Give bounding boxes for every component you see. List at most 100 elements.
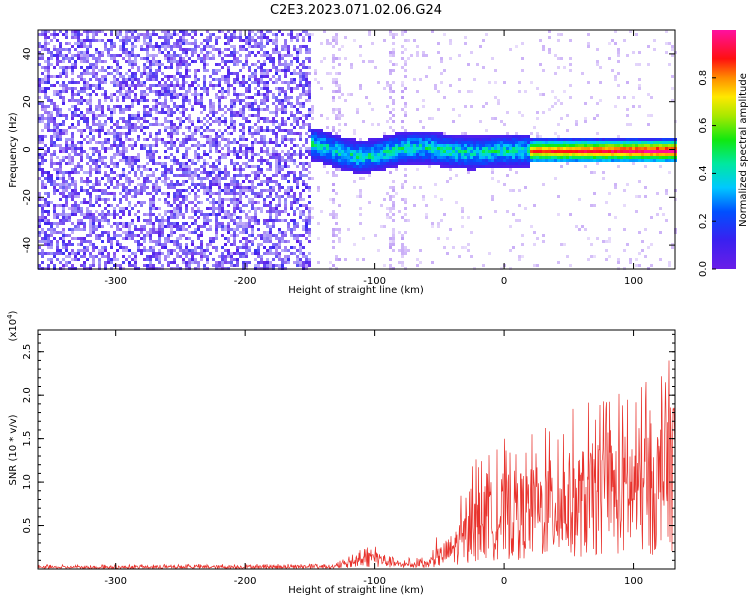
spectrogram-cell [62,90,65,93]
spectrogram-cell [434,144,437,147]
spectrogram-cell [245,228,248,231]
spectrogram-cell [404,198,407,201]
spectrogram-cell [164,162,167,165]
spectrogram-cell [110,81,113,84]
spectrogram-cell [266,39,269,42]
spectrogram-cell [224,33,227,36]
spectrogram-cell [80,117,83,120]
spectrogram-cell [197,183,200,186]
spectrogram-cell [446,144,449,147]
spectrogram-cell [266,183,269,186]
spectrogram-cell [197,189,200,192]
spectrogram-cell [65,186,68,189]
spectrogram-cell [257,159,260,162]
spectrogram-cell [179,54,182,57]
spectrogram-cell [50,183,53,186]
spectrogram-cell [113,81,116,84]
spectrogram-cell [41,45,44,48]
spectrogram-cell [236,78,239,81]
spectrogram-cell [38,234,41,237]
spectrogram-cell [266,150,269,153]
spectrogram-cell [278,171,281,174]
spectrogram-cell [44,204,47,207]
spectrogram-cell [140,186,143,189]
spectrogram-cell [392,249,395,252]
spectrogram-cell [80,222,83,225]
spectrogram-cell [44,231,47,234]
spectrogram-cell [392,189,395,192]
spectrogram-cell [320,87,323,90]
spectrogram-cell [38,90,41,93]
spectrogram-cell [296,54,299,57]
spectrogram-cell [254,216,257,219]
spectrogram-cell [41,249,44,252]
spectrogram-cell [236,150,239,153]
spectrogram-cell [206,207,209,210]
spectrogram-cell [392,195,395,198]
spectrogram-cell [179,201,182,204]
spectrogram-cell [149,264,152,267]
spectrogram-cell [83,120,86,123]
spectrogram-cell [245,237,248,240]
spectrogram-cell [413,204,416,207]
spectrogram-cell [44,219,47,222]
spectrogram-cell [182,99,185,102]
spectrogram-cell [200,225,203,228]
spectrogram-cell [68,243,71,246]
spectrogram-cell [197,144,200,147]
spectrogram-cell [74,30,77,33]
spectrogram-cell [299,69,302,72]
spectrogram-cell [80,90,83,93]
spectrogram-cell [425,132,428,135]
spectrogram-cell [152,162,155,165]
spectrogram-cell [239,192,242,195]
spectrogram-cell [275,162,278,165]
spectrogram-cell [290,159,293,162]
spectrogram-cell [389,156,392,159]
spectrogram-cell [149,207,152,210]
spectrogram-cell [80,177,83,180]
spectrogram-cell [302,219,305,222]
spectrogram-cell [431,144,434,147]
spectrogram-cell [272,60,275,63]
spectrogram-cell [89,63,92,66]
spectrogram-cell [194,186,197,189]
spectrogram-cell [248,45,251,48]
spectrogram-cell [260,39,263,42]
spectrogram-cell [179,234,182,237]
spectrogram-cell [95,165,98,168]
spectrogram-cell [368,168,371,171]
spectrogram-cell [74,114,77,117]
spectrogram-cell [140,129,143,132]
spectrogram-cell [248,132,251,135]
spectrogram-cell [275,243,278,246]
spectrogram-cell [257,111,260,114]
spectrogram-cell [113,165,116,168]
spectrogram-cell [332,174,335,177]
spectrogram-cell [380,168,383,171]
spectrogram-cell [125,192,128,195]
spectrogram-cell [299,249,302,252]
spectrogram-cell [83,213,86,216]
spectrogram-cell [98,51,101,54]
spectrogram-cell [308,72,311,75]
spectrogram-cell [368,147,371,150]
spectrogram-cell [68,126,71,129]
spectrogram-cell [59,96,62,99]
spectrogram-cell [89,102,92,105]
spectrogram-cell [110,204,113,207]
spectrogram-cell [191,135,194,138]
spectrogram-cell [389,138,392,141]
spectrogram-cell [278,168,281,171]
spectrogram-cell [47,237,50,240]
spectrogram-cell [449,177,452,180]
spectrogram-cell [263,120,266,123]
spectrogram-cell [230,132,233,135]
spectrogram-cell [317,150,320,153]
spectrogram-cell [263,129,266,132]
spectrogram-cell [278,51,281,54]
spectrogram-cell [56,177,59,180]
spectrogram-cell [164,54,167,57]
spectrogram-cell [350,150,353,153]
spectrogram-cell [50,159,53,162]
